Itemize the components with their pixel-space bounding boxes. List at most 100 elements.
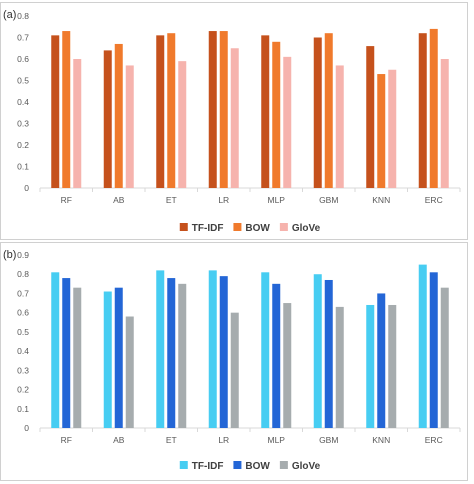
- bar-tf-idf: [366, 46, 375, 188]
- x-tick-label: GBM: [319, 435, 338, 445]
- x-tick-label: LR: [218, 195, 229, 205]
- bar-tf-idf: [156, 35, 165, 188]
- y-tick-label: 0.5: [17, 76, 29, 86]
- y-tick-label: 0.4: [17, 97, 29, 107]
- legend-swatch: [179, 461, 188, 469]
- bar-tf-idf: [208, 270, 217, 428]
- bar-bow: [429, 272, 438, 428]
- bar-glove: [125, 316, 134, 428]
- legend-label: GloVe: [292, 461, 321, 472]
- bar-bow: [62, 278, 71, 428]
- x-tick-label: RF: [61, 435, 72, 445]
- y-tick-label: 0: [24, 183, 29, 193]
- bar-glove: [230, 312, 239, 428]
- bar-glove: [73, 287, 82, 428]
- bar-glove: [125, 65, 134, 188]
- y-tick-label: 0.8: [17, 269, 29, 279]
- bar-tf-idf: [366, 304, 375, 428]
- bar-bow: [272, 283, 281, 428]
- y-tick-label: 0.3: [17, 119, 29, 129]
- x-tick-label: MLP: [268, 195, 286, 205]
- bar-glove: [283, 56, 292, 188]
- x-tick-label: ERC: [425, 435, 443, 445]
- bar-bow: [429, 28, 438, 189]
- bar-bow: [219, 31, 228, 188]
- y-tick-label: 0.6: [17, 54, 29, 64]
- x-tick-label: ET: [166, 435, 177, 445]
- chart-frame: [0, 242, 468, 481]
- legend-swatch: [233, 461, 242, 469]
- bar-tf-idf: [156, 270, 165, 428]
- legend-swatch: [279, 223, 288, 231]
- y-tick-label: 0: [24, 423, 29, 433]
- bar-glove: [335, 65, 344, 188]
- legend-label: GloVe: [292, 223, 321, 234]
- bar-bow: [324, 279, 333, 428]
- bar-tf-idf: [313, 37, 322, 188]
- bar-tf-idf: [313, 274, 322, 428]
- bar-glove: [440, 287, 449, 428]
- y-tick-label: 0.5: [17, 327, 29, 337]
- bar-glove: [388, 69, 397, 188]
- bar-bow: [167, 33, 176, 189]
- legend-swatch: [179, 223, 188, 231]
- y-tick-label: 0.9: [17, 250, 29, 260]
- bar-chart-b: 0 0.1 0.2 0.3 0.4 0.5 0.6 0.7 0.8 0.9 RF AB ET LR MLP G…: [17, 250, 461, 472]
- y-tick-label: 0.1: [17, 404, 29, 414]
- chart-frame: [0, 2, 468, 240]
- bar-bow: [377, 293, 386, 428]
- y-tick-label: 0.8: [17, 11, 29, 21]
- bar-tf-idf: [418, 33, 427, 189]
- bar-tf-idf: [418, 264, 427, 428]
- y-tick-label: 0.7: [17, 33, 29, 43]
- bar-glove: [230, 48, 239, 188]
- bar-bow: [114, 287, 123, 428]
- bar-tf-idf: [261, 272, 270, 428]
- x-tick-label: AB: [113, 195, 125, 205]
- chart-panel-b: (b) 0 0.1 0.2 0.3 0.4 0.5 0.6 0.7 0.8 0.9 RF AB ET LR…: [0, 240, 474, 484]
- legend-label: BOW: [245, 223, 270, 234]
- bar-bow: [377, 74, 386, 188]
- y-tick-label: 0.3: [17, 365, 29, 375]
- bar-tf-idf: [103, 291, 112, 428]
- panel-label-b: (b): [3, 249, 17, 261]
- y-tick-label: 0.6: [17, 308, 29, 318]
- bar-glove: [283, 303, 292, 428]
- x-tick-label: RF: [61, 195, 72, 205]
- bar-bow: [272, 41, 281, 188]
- bar-tf-idf: [208, 31, 217, 188]
- bar-tf-idf: [103, 50, 112, 189]
- y-tick-label: 0.2: [17, 140, 29, 150]
- legend-label: TF-IDF: [192, 223, 224, 234]
- legend-label: BOW: [245, 461, 270, 472]
- x-tick-label: GBM: [319, 195, 338, 205]
- x-tick-label: ET: [166, 195, 177, 205]
- y-tick-label: 0.2: [17, 385, 29, 395]
- x-tick-label: KNN: [372, 195, 390, 205]
- y-tick-label: 0.1: [17, 162, 29, 172]
- x-tick-label: ERC: [425, 195, 443, 205]
- y-tick-label: 0.4: [17, 346, 29, 356]
- bar-tf-idf: [51, 35, 60, 188]
- x-tick-label: KNN: [372, 435, 390, 445]
- bar-bow: [62, 31, 71, 188]
- bar-glove: [388, 304, 397, 428]
- bar-glove: [335, 306, 344, 428]
- x-tick-label: MLP: [268, 435, 286, 445]
- bar-bow: [167, 278, 176, 428]
- bar-bow: [324, 33, 333, 189]
- legend-swatch: [279, 461, 288, 469]
- bar-tf-idf: [51, 272, 60, 428]
- bar-glove: [178, 61, 187, 188]
- bar-bow: [114, 43, 123, 189]
- legend-label: TF-IDF: [192, 461, 224, 472]
- x-tick-label: LR: [218, 435, 229, 445]
- bar-glove: [73, 59, 82, 188]
- bar-tf-idf: [261, 35, 270, 188]
- chart-panel-a: (a) 0 0.1 0.2 0.3 0.4 0.5 0.6 0.7 0.8 RF AB ET LR MLP…: [0, 0, 474, 240]
- bar-bow: [219, 276, 228, 428]
- bar-glove: [440, 59, 449, 188]
- bar-chart-a: 0 0.1 0.2 0.3 0.4 0.5 0.6 0.7 0.8 RF AB ET LR MLP GBM K…: [17, 11, 461, 234]
- legend-swatch: [233, 223, 242, 231]
- bar-glove: [178, 283, 187, 428]
